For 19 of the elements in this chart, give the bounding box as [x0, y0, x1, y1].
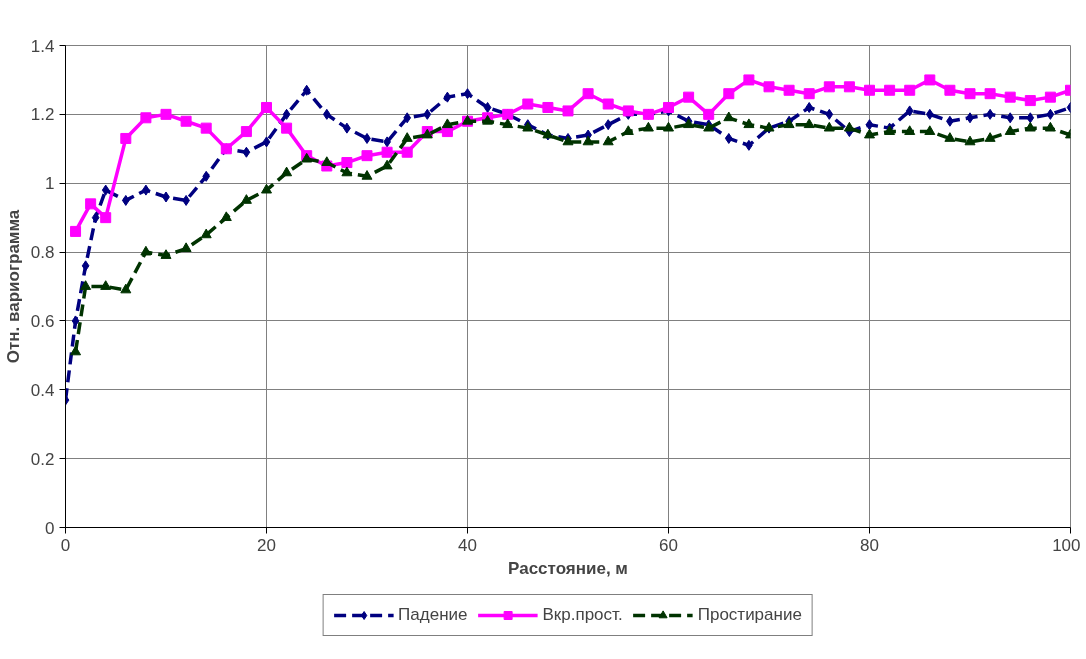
y-tick-label: 0.2	[30, 449, 55, 469]
legend-label: Падение	[398, 605, 468, 625]
y-tick-label: 1.4	[30, 36, 55, 56]
x-tick-label: 80	[860, 535, 879, 555]
legend-label: Вкр.прост.	[542, 605, 623, 625]
y-tick-label: 0.4	[30, 380, 55, 400]
x-tick-label: 60	[659, 535, 678, 555]
x-axis-title: Расстояние, м	[508, 558, 628, 578]
legend-label: Простирание	[697, 605, 802, 625]
y-tick-label: 0.6	[30, 311, 55, 331]
y-tick-label: 0	[45, 518, 55, 538]
y-tick-label: 0.8	[30, 243, 55, 263]
x-tick-label: 40	[458, 535, 477, 555]
y-tick-label: 1.2	[30, 105, 55, 125]
x-tick-label: 0	[60, 535, 71, 555]
x-tick-label: 20	[257, 535, 276, 555]
y-tick-label: 1	[45, 174, 55, 194]
x-tick-label: 100	[1052, 535, 1081, 555]
y-axis-title: Отн. вариограмма	[3, 209, 23, 364]
